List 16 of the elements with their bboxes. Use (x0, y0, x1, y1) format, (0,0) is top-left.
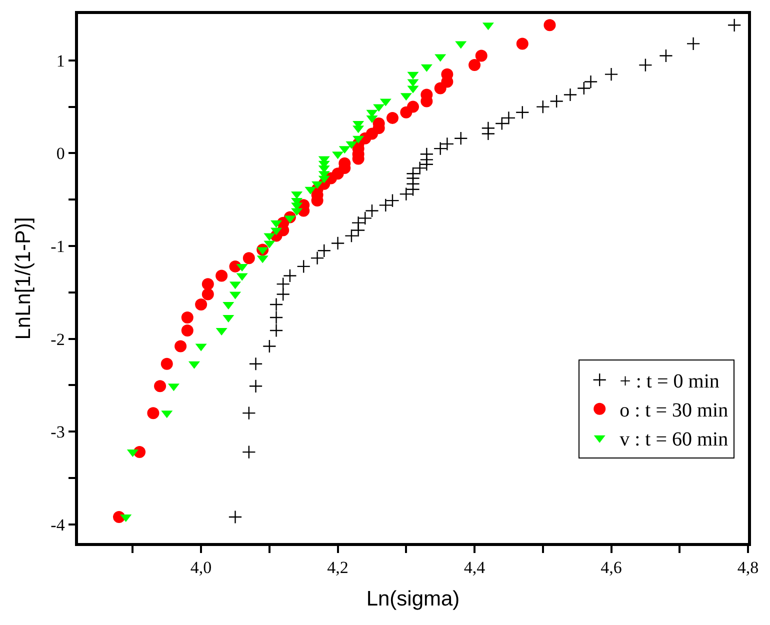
y-tick-label: 1 (56, 51, 65, 70)
x-tick-label: 4,4 (464, 558, 486, 578)
y-tick-label: -4 (50, 515, 66, 534)
y-tick-label: -2 (50, 330, 65, 349)
x-tick-label: 4,8 (737, 558, 759, 578)
x-tick-label: 4,2 (327, 558, 348, 578)
y-tick-label: -3 (50, 422, 65, 442)
x-axis-title: Ln(sigma) (366, 587, 460, 610)
y-tick-label: 0 (56, 144, 65, 164)
legend-label: o : t = 30 min (620, 400, 728, 422)
y-axis-title: LnLn[1/(1-P)] (12, 217, 35, 340)
x-tick-label: 4,6 (600, 558, 622, 578)
x-tick-label: 4,0 (190, 558, 212, 578)
legend-label: + : t = 0 min (620, 370, 720, 393)
y-tick-label: -1 (50, 236, 65, 256)
legend-label: v : t = 60 min (620, 428, 728, 451)
